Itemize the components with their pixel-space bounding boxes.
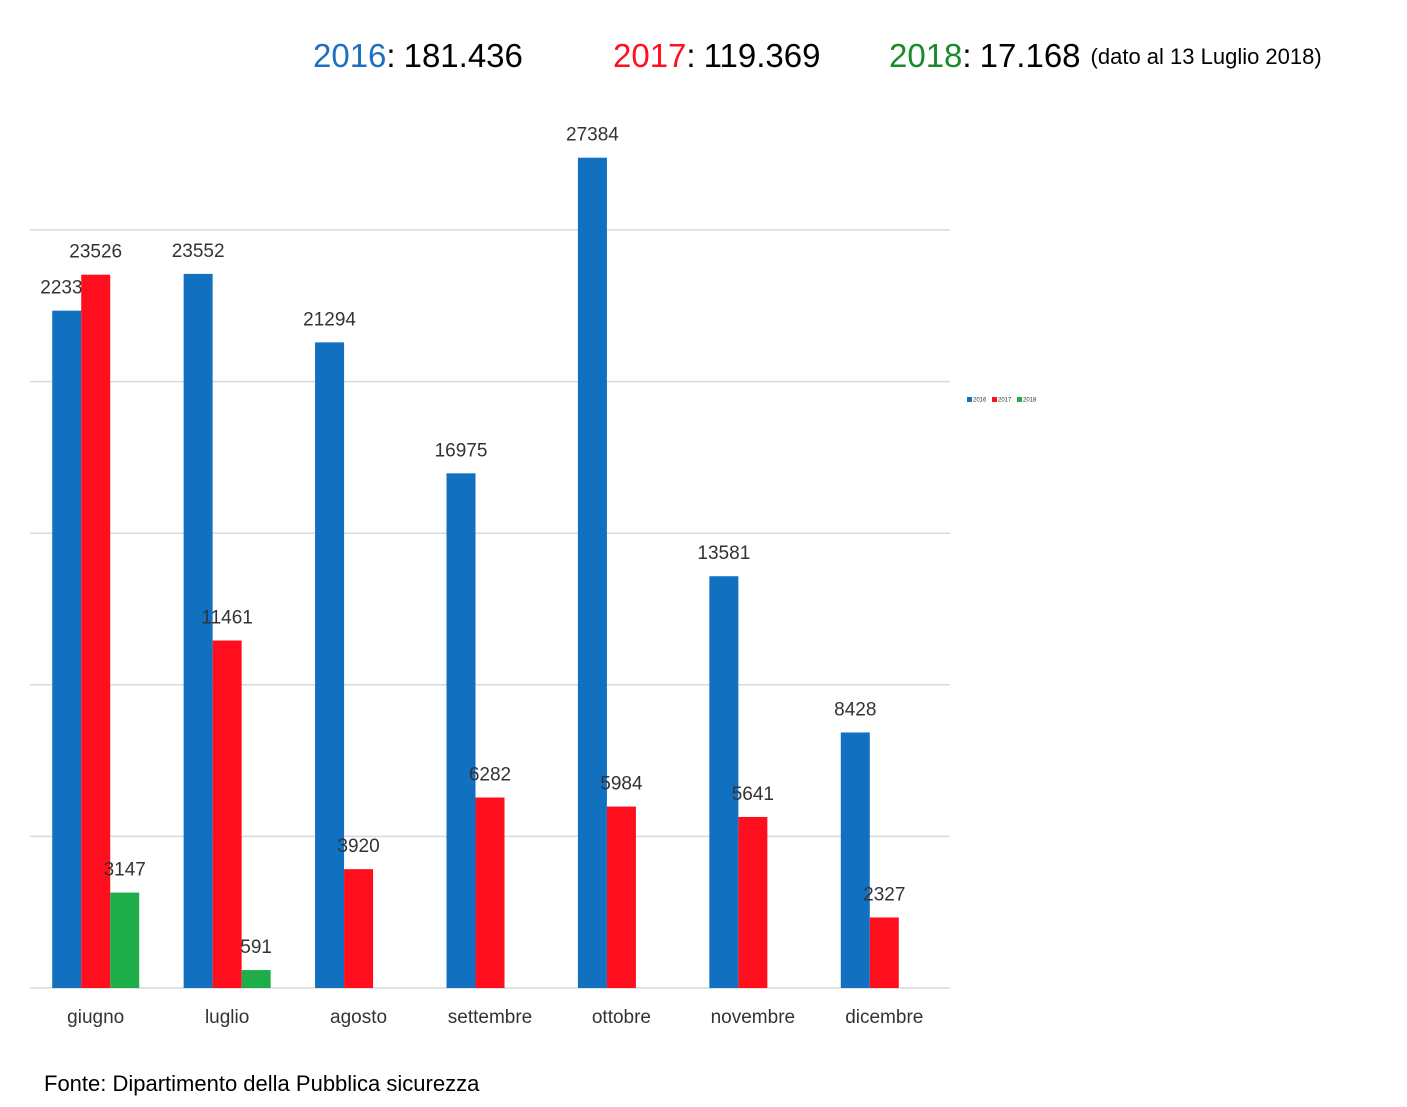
header-year: 2018 bbox=[889, 37, 962, 74]
x-tick-label: novembre bbox=[711, 1007, 796, 1028]
legend-label: 2016 bbox=[973, 398, 987, 404]
bar bbox=[475, 797, 505, 988]
header-separator: : bbox=[386, 37, 395, 74]
value-label: 21294 bbox=[303, 309, 356, 330]
value-label: 5641 bbox=[732, 784, 774, 805]
value-label: 2327 bbox=[863, 884, 905, 905]
header-note: (dato al 13 Luglio 2018) bbox=[1091, 44, 1322, 69]
value-label: 23552 bbox=[172, 241, 225, 262]
legend-swatch bbox=[967, 397, 972, 402]
x-tick-label: dicembre bbox=[845, 1007, 923, 1028]
x-tick-label: agosto bbox=[330, 1007, 387, 1028]
bar bbox=[446, 473, 476, 988]
legend-label: 2017 bbox=[998, 398, 1012, 404]
bar bbox=[183, 273, 213, 989]
header-year: 2017 bbox=[613, 37, 686, 74]
legend-label: 2018 bbox=[1023, 398, 1037, 404]
value-label: 23526 bbox=[69, 242, 122, 263]
bar bbox=[315, 342, 345, 988]
value-label: 6282 bbox=[469, 765, 511, 786]
value-label: 3920 bbox=[337, 836, 379, 857]
header-year: 2016 bbox=[313, 37, 386, 74]
bar bbox=[606, 806, 636, 988]
value-label: 591 bbox=[240, 937, 272, 958]
bar bbox=[241, 970, 271, 988]
value-label: 11461 bbox=[201, 608, 252, 629]
header-item: 2016: 181.436 bbox=[313, 37, 523, 74]
source: Fonte: Dipartimento della Pubblica sicur… bbox=[44, 1071, 480, 1096]
x-tick-label: ottobre bbox=[592, 1007, 651, 1028]
header-separator: : bbox=[962, 37, 971, 74]
value-label: 16975 bbox=[435, 440, 488, 461]
bar bbox=[840, 732, 870, 988]
header-total: 17.168 bbox=[980, 37, 1081, 74]
value-label: 5984 bbox=[600, 774, 643, 795]
bar bbox=[212, 640, 242, 988]
header-item: 2017: 119.369 bbox=[613, 37, 820, 74]
header-item: 2018: 17.168 (dato al 13 Luglio 2018) bbox=[889, 37, 1322, 74]
bar bbox=[81, 274, 111, 989]
legend-swatch bbox=[992, 397, 997, 402]
bar bbox=[110, 892, 140, 988]
bar bbox=[344, 869, 374, 988]
bar bbox=[869, 917, 899, 988]
value-label: 22339 bbox=[40, 278, 93, 299]
value-label: 8428 bbox=[834, 699, 876, 720]
value-label: 27384 bbox=[566, 125, 619, 146]
header-separator: : bbox=[686, 37, 695, 74]
bar bbox=[577, 157, 607, 989]
value-label: 3147 bbox=[104, 860, 146, 881]
x-tick-label: settembre bbox=[448, 1007, 532, 1028]
header-total: 181.436 bbox=[404, 37, 523, 74]
legend-swatch bbox=[1017, 397, 1022, 402]
bar bbox=[709, 576, 739, 988]
value-label: 13581 bbox=[697, 543, 750, 564]
x-tick-label: luglio bbox=[205, 1007, 249, 1028]
x-tick-label: giugno bbox=[67, 1007, 124, 1028]
bar bbox=[52, 310, 82, 988]
header-total: 119.369 bbox=[704, 37, 821, 74]
bar bbox=[738, 816, 768, 988]
